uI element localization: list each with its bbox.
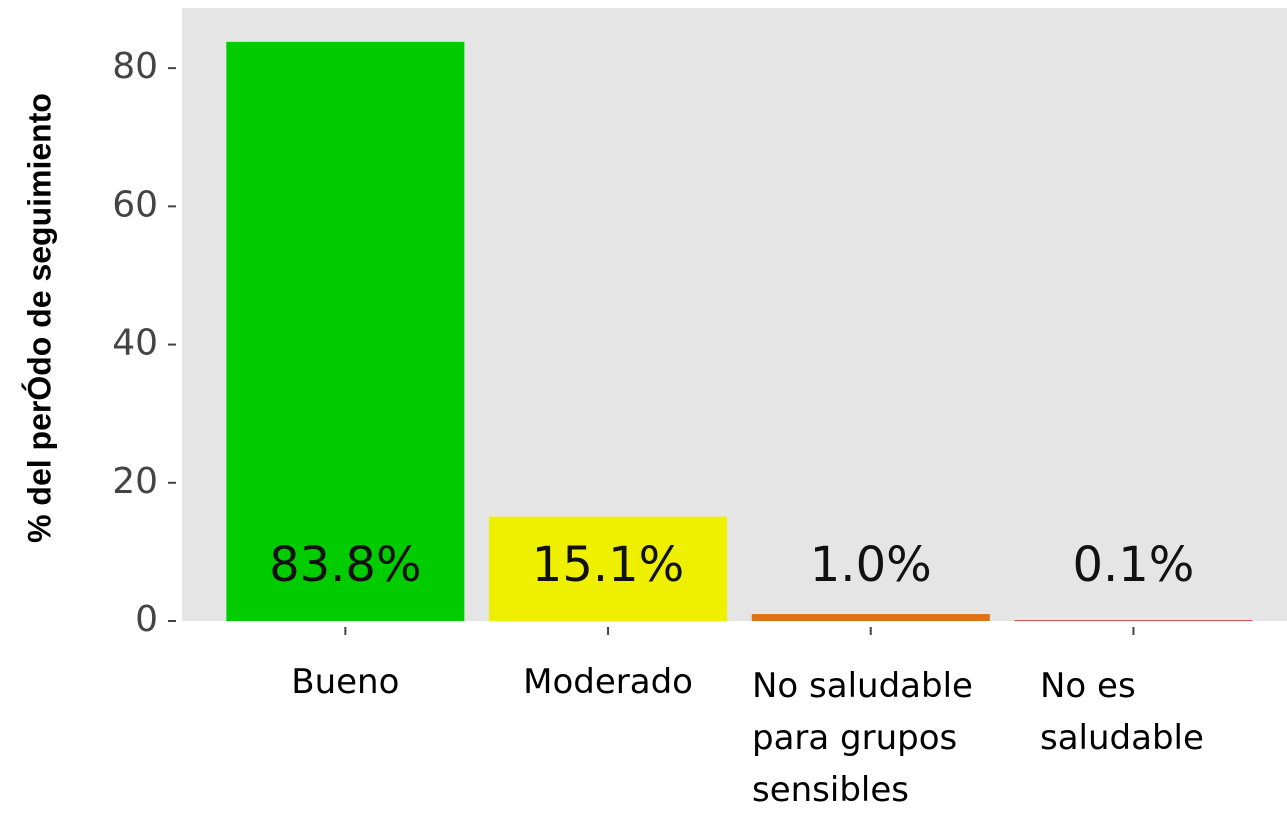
value-label: 83.8% (269, 537, 421, 593)
y-tick-label: 20 (112, 461, 158, 502)
value-label: 15.1% (532, 537, 684, 593)
y-tick-label: 0 (135, 599, 158, 640)
x-tick-label: Moderado (523, 662, 693, 702)
bar (489, 516, 728, 621)
y-tick-label: 60 (112, 184, 158, 225)
bar (751, 614, 990, 621)
x-tick-label: No es saludable (1040, 666, 1204, 758)
y-axis-label: % del perÓdo de seguimiento (21, 93, 57, 543)
value-label: 1.0% (810, 537, 932, 593)
value-label: 0.1% (1072, 537, 1194, 593)
x-tick-label: No saludable para grupos sensibles (752, 666, 973, 810)
bar (1014, 620, 1253, 621)
x-tick-label: Bueno (291, 662, 400, 702)
y-tick-label: 80 (112, 46, 158, 87)
y-tick-label: 40 (112, 323, 158, 364)
bar (226, 41, 465, 621)
